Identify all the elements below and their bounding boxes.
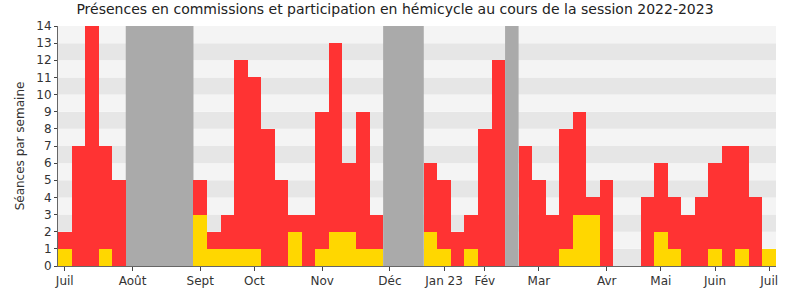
svg-text:Fév: Fév: [474, 274, 495, 288]
svg-text:11: 11: [36, 71, 51, 85]
svg-text:Juin: Juin: [703, 274, 726, 288]
svg-text:Déc: Déc: [378, 274, 401, 288]
svg-text:9: 9: [44, 105, 52, 119]
svg-text:Nov: Nov: [310, 274, 333, 288]
svg-text:10: 10: [36, 88, 51, 102]
svg-text:Août: Août: [119, 274, 147, 288]
svg-text:Jan 23: Jan 23: [424, 274, 463, 288]
svg-text:Présences en commissions et pa: Présences en commissions et participatio…: [76, 1, 713, 17]
svg-text:2: 2: [44, 225, 52, 239]
svg-text:Sept: Sept: [187, 274, 215, 288]
svg-text:Juil: Juil: [55, 274, 74, 288]
svg-text:Oct: Oct: [244, 274, 265, 288]
svg-text:0: 0: [44, 259, 52, 273]
svg-text:4: 4: [44, 191, 52, 205]
svg-text:5: 5: [44, 173, 52, 187]
svg-text:12: 12: [36, 53, 51, 67]
svg-text:6: 6: [44, 156, 52, 170]
svg-text:Mai: Mai: [650, 274, 671, 288]
svg-text:8: 8: [44, 122, 52, 136]
svg-text:Séances par semaine: Séances par semaine: [13, 82, 27, 211]
svg-text:1: 1: [44, 242, 52, 256]
svg-text:Mar: Mar: [528, 274, 551, 288]
svg-text:3: 3: [44, 208, 52, 222]
svg-text:14: 14: [36, 19, 51, 33]
svg-text:Juil: Juil: [759, 274, 778, 288]
svg-text:13: 13: [36, 36, 51, 50]
svg-text:7: 7: [44, 139, 52, 153]
svg-text:Avr: Avr: [597, 274, 617, 288]
